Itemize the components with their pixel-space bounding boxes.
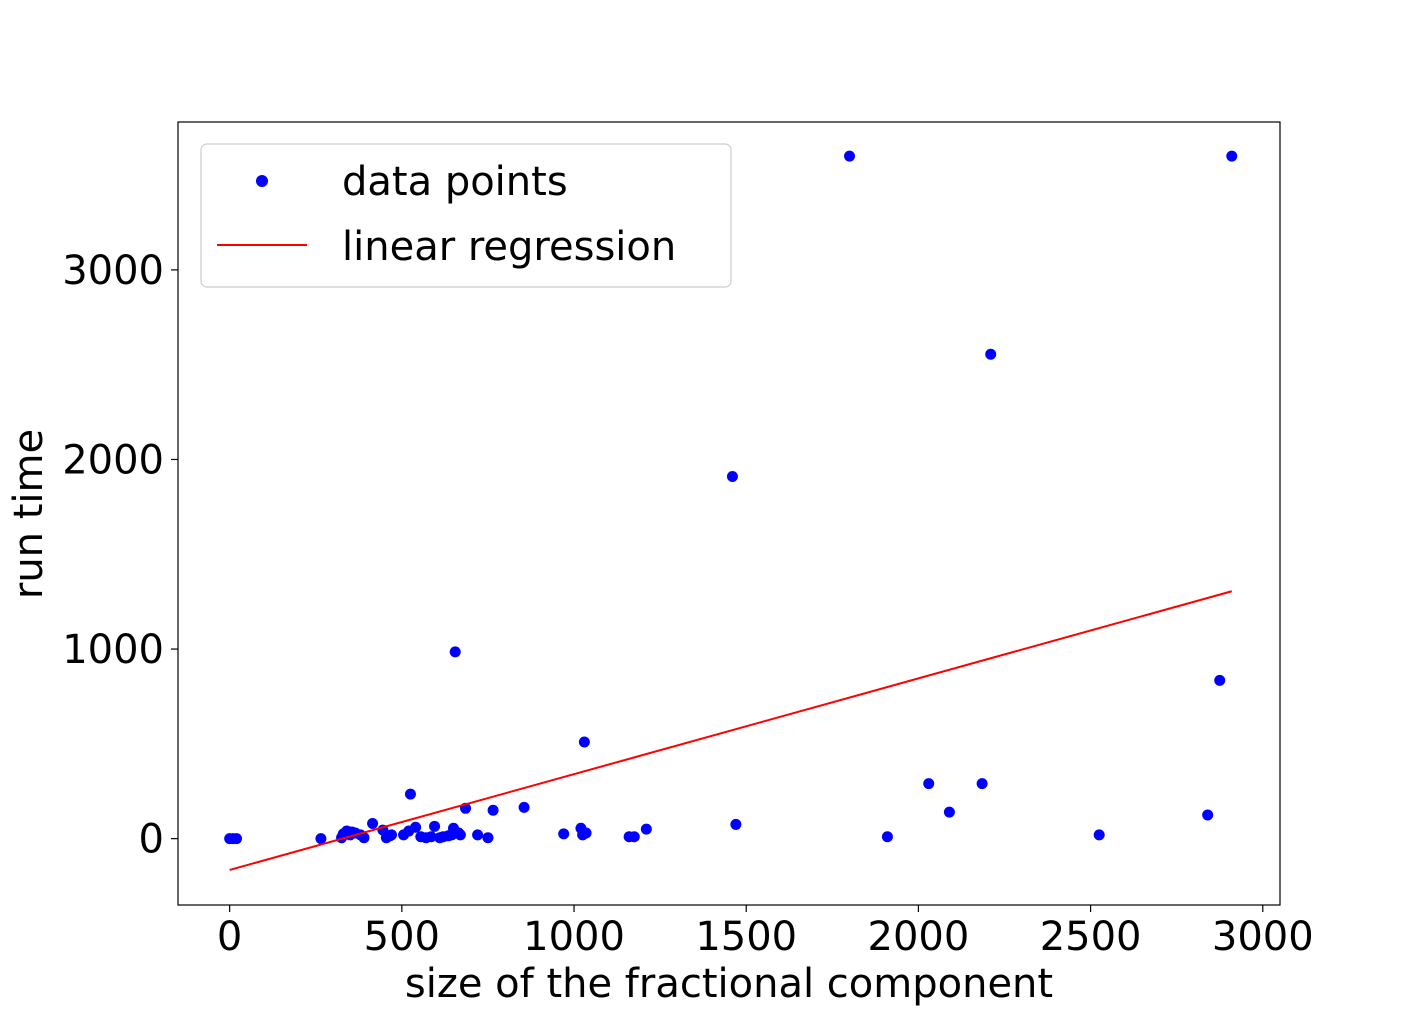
x-tick-label: 3000 (1212, 914, 1314, 960)
data-point (1226, 150, 1238, 162)
data-point (404, 788, 416, 800)
y-axis-label: run time (6, 429, 52, 599)
data-point (578, 736, 590, 748)
y-axis-ticks: 0 1000 2000 3000 (62, 248, 178, 863)
x-tick-label: 1000 (523, 914, 625, 960)
data-point (640, 823, 652, 835)
x-tick-label: 2500 (1040, 914, 1142, 960)
data-point (844, 150, 856, 162)
x-tick-label: 0 (217, 914, 242, 960)
data-point (472, 829, 484, 841)
data-point (923, 778, 935, 790)
legend-label-data-points: data points (342, 159, 568, 205)
data-point (985, 348, 997, 360)
x-axis-ticks: 0 500 1000 1500 2000 2500 3000 (217, 905, 1314, 960)
data-point (976, 778, 988, 790)
data-point (429, 820, 441, 832)
data-point (386, 829, 398, 841)
x-axis-label: size of the fractional component (405, 961, 1053, 1007)
data-points-layer (224, 150, 1238, 845)
data-point (580, 827, 592, 839)
data-point (628, 831, 640, 843)
data-point (1214, 674, 1226, 686)
regression-line-layer (229, 590, 1233, 871)
data-point (482, 832, 494, 844)
data-point (487, 804, 499, 816)
axes-frame (177, 121, 1281, 906)
legend-label-linear-regression: linear regression (342, 224, 676, 270)
data-point (881, 831, 893, 843)
x-tick-label: 1500 (695, 914, 797, 960)
regression-line (229, 590, 1233, 871)
data-point (231, 833, 243, 845)
y-tick-label: 3000 (62, 248, 164, 294)
data-point (358, 832, 370, 844)
data-point (454, 829, 466, 841)
data-point (367, 817, 379, 829)
data-point (1202, 809, 1214, 821)
data-point (518, 801, 530, 813)
data-point (449, 646, 461, 658)
legend-box (200, 143, 732, 288)
data-point (410, 821, 422, 833)
data-point (943, 806, 955, 818)
y-tick-label: 2000 (62, 437, 164, 483)
data-point (1093, 829, 1105, 841)
x-tick-label: 2000 (868, 914, 970, 960)
data-point (558, 828, 570, 840)
legend-marker-data-points (256, 175, 268, 187)
legend: data points linear regression (200, 143, 732, 288)
y-tick-label: 0 (139, 817, 164, 863)
data-point (425, 831, 437, 843)
data-point (315, 833, 327, 845)
x-tick-label: 500 (364, 914, 440, 960)
data-point (730, 818, 742, 830)
data-point (726, 471, 738, 483)
y-tick-label: 1000 (62, 627, 164, 673)
